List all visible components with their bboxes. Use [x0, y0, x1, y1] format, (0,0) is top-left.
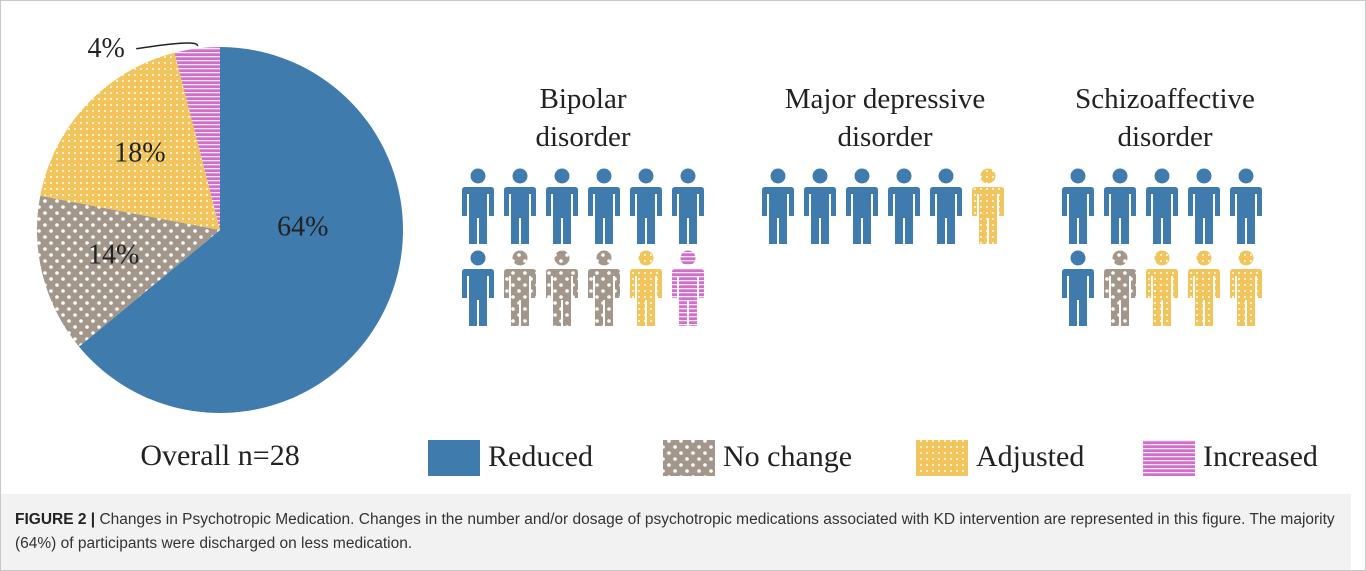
pie-slice — [36, 195, 221, 347]
leader-line — [136, 42, 199, 50]
legend-label: Increased — [1203, 440, 1318, 473]
person-icon — [1104, 250, 1136, 326]
slice-label: 4% — [88, 33, 125, 64]
person-icon — [462, 250, 494, 326]
person-icon — [1188, 168, 1220, 244]
legend-label: Reduced — [488, 440, 593, 473]
person-icon — [588, 250, 620, 326]
person-icon — [1230, 168, 1262, 244]
pie-slice — [174, 47, 220, 230]
person-icon — [930, 168, 962, 244]
person-icon — [804, 168, 836, 244]
group-title: Schizoaffective disorder — [1075, 83, 1255, 153]
person-icon — [1188, 250, 1220, 326]
legend-label: No change — [723, 440, 852, 473]
group-title: Bipolar disorder — [535, 83, 631, 153]
person-icon — [1062, 250, 1094, 326]
caption: FIGURE 2 | Changes in Psychotropic Medic… — [1, 494, 1351, 570]
legend-swatch — [428, 440, 480, 476]
legend-swatch — [916, 440, 968, 476]
person-icon — [504, 168, 536, 244]
legend-label: Adjusted — [976, 440, 1084, 473]
person-icon — [672, 168, 704, 244]
person-icon — [1146, 168, 1178, 244]
person-icon — [1062, 168, 1094, 244]
annotation: Overall n=28 — [140, 439, 299, 472]
person-icon — [630, 168, 662, 244]
person-icon — [546, 250, 578, 326]
person-icon — [846, 168, 878, 244]
person-icon — [1146, 250, 1178, 326]
chart: 64% 14% 18% 4% Overall n=28 Reduced No change A… — [36, 33, 1318, 476]
person-icon — [1104, 168, 1136, 244]
person-icon — [1230, 250, 1262, 326]
caption-label: FIGURE 2 | — [15, 511, 96, 528]
person-icon — [672, 250, 704, 326]
caption-text: Changes in Psychotropic Medication. Chan… — [15, 511, 1335, 552]
person-icon — [546, 168, 578, 244]
person-icon — [462, 168, 494, 244]
legend-swatch — [663, 440, 715, 476]
person-icon — [630, 250, 662, 326]
slice-label: 14% — [88, 240, 139, 271]
person-icon — [888, 168, 920, 244]
slice-label: 64% — [277, 211, 328, 242]
pie-slice — [40, 52, 221, 230]
person-icon — [972, 168, 1004, 244]
person-icon — [588, 168, 620, 244]
person-icon — [762, 168, 794, 244]
person-icon — [504, 250, 536, 326]
group-title: Major depressive disorder — [784, 83, 986, 153]
pie-slice — [78, 47, 403, 414]
slice-label: 18% — [114, 137, 165, 168]
legend-swatch — [1143, 440, 1195, 476]
